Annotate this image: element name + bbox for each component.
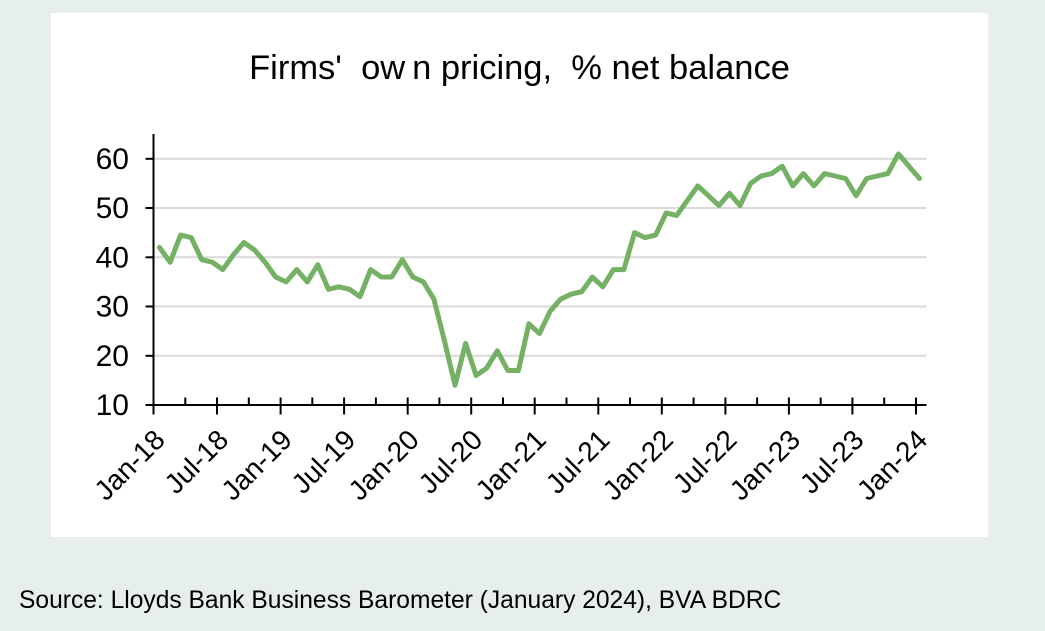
svg-text:Jan-24: Jan-24 [851,424,933,506]
svg-text:20: 20 [96,340,129,373]
svg-text:Jan-20: Jan-20 [342,424,424,506]
svg-text:40: 40 [96,241,129,274]
svg-text:50: 50 [96,192,129,225]
svg-text:30: 30 [96,291,129,324]
svg-text:60: 60 [96,143,129,176]
svg-text:Jan-21: Jan-21 [469,424,551,506]
svg-text:Jan-18: Jan-18 [88,424,170,506]
svg-text:10: 10 [96,389,129,422]
svg-text:Jan-19: Jan-19 [215,424,297,506]
svg-text:Jan-22: Jan-22 [597,424,679,506]
svg-text:Jan-23: Jan-23 [724,424,806,506]
